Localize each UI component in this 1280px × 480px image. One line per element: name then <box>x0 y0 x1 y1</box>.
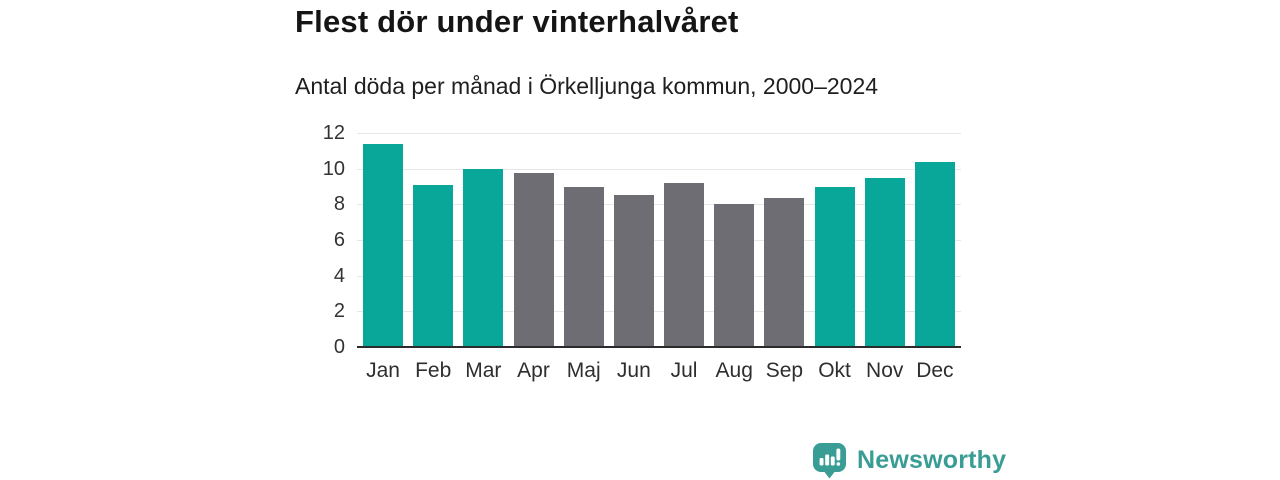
bar-mar <box>463 168 504 347</box>
newsworthy-logo-icon <box>813 443 846 479</box>
x-tick-label: Maj <box>566 359 601 382</box>
x-tick-label: Feb <box>415 359 452 382</box>
gridline <box>357 311 961 313</box>
bar-okt <box>814 186 855 347</box>
chart-title: Flest dör under vinterhalvåret <box>295 4 739 39</box>
x-axis-labels: Jan Feb Mar Apr Maj Jun Jul Aug Sep Okt Nov Dec <box>357 358 961 383</box>
y-tick-label: 0 <box>333 336 345 358</box>
x-tick-label: Apr <box>517 359 550 382</box>
gridline <box>357 240 961 241</box>
x-tick-label: Jan <box>366 359 400 382</box>
newsworthy-brand-link[interactable]: Newsworthy <box>811 441 1006 479</box>
x-tick-label: Sep <box>765 359 804 382</box>
x-tick-label: Aug <box>715 359 753 382</box>
bars-layer <box>357 133 961 347</box>
y-tick-label: 4 <box>333 264 345 287</box>
bar-apr <box>513 173 554 347</box>
x-tick-label: Okt <box>818 359 851 382</box>
gridline <box>357 133 961 134</box>
bar-nov <box>864 177 905 347</box>
bar-feb <box>413 184 454 347</box>
gridline <box>357 275 961 277</box>
y-tick-label: 2 <box>333 300 345 323</box>
x-tick-label: Nov <box>866 359 904 382</box>
chart-subtitle: Antal döda per månad i Örkelljunga kommu… <box>295 73 879 99</box>
bar-jun <box>613 194 654 347</box>
brand-name: Newsworthy <box>857 445 1007 474</box>
x-axis-line <box>357 346 961 348</box>
bar-aug <box>714 204 755 347</box>
y-tick-label: 8 <box>333 193 345 216</box>
bar-maj <box>563 187 604 347</box>
bar-dec <box>914 161 955 347</box>
gridline <box>357 204 961 206</box>
bar-jul <box>664 182 705 347</box>
x-tick-label: Mar <box>465 359 502 382</box>
y-tick-label: 6 <box>333 229 345 251</box>
x-tick-label: Jun <box>616 359 651 382</box>
bar-sep <box>764 198 805 347</box>
y-tick-label: 10 <box>322 157 345 180</box>
x-tick-label: Dec <box>916 359 954 382</box>
plot-area <box>357 133 961 348</box>
y-tick-label: 12 <box>322 122 345 144</box>
y-axis-labels: 0 2 4 6 8 10 12 <box>290 123 345 357</box>
bar-jan <box>363 143 403 347</box>
gridline <box>357 168 961 170</box>
x-tick-label: Jul <box>670 359 698 382</box>
